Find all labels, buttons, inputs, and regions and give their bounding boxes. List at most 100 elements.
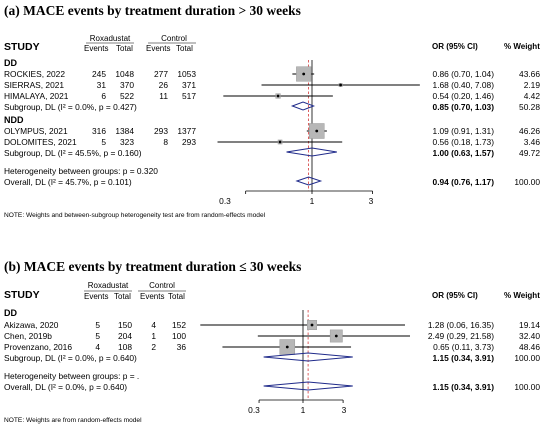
- cell: 5: [95, 320, 100, 330]
- subgroup-label: Subgroup, DL (I² = 0.0%, p = 0.640): [4, 353, 137, 363]
- point-estimate: [334, 334, 338, 338]
- cell: 108: [118, 342, 132, 352]
- point-estimate: [315, 129, 319, 133]
- weight-text: 2.19: [523, 80, 540, 90]
- point-estimate: [339, 83, 342, 87]
- or-text: 1.15 (0.34, 3.91): [432, 353, 494, 363]
- cell: 150: [118, 320, 132, 330]
- subgroup-label: Subgroup, DL (I² = 45.5%, p = 0.160): [4, 148, 142, 158]
- cell: 1377: [177, 126, 196, 136]
- cell: 31: [96, 80, 106, 90]
- cell: 6: [101, 91, 106, 101]
- panel-a-note: NOTE: Weights and between-subgroup heter…: [4, 212, 266, 219]
- panel-b-c-events-header: Events: [140, 292, 165, 301]
- panel-a-effect-header: OR (95% CI): [432, 42, 478, 51]
- x-tick-label: 0.3: [219, 196, 231, 206]
- point-estimate: [278, 140, 282, 144]
- cell: 1053: [177, 69, 196, 79]
- cell: 26: [158, 80, 168, 90]
- weight-text: 100.00: [514, 353, 540, 363]
- heterogeneity-label: Heterogeneity between groups: p = .: [4, 371, 140, 381]
- cell: 152: [172, 320, 186, 330]
- or-text: 1.28 (0.06, 16.35): [427, 320, 494, 330]
- panel-a-t-total-header: Total: [116, 44, 133, 53]
- or-text: 1.00 (0.63, 1.57): [432, 148, 494, 158]
- study-name: ROCKIES, 2022: [4, 69, 65, 79]
- panel-b-weight-header: % Weight: [504, 291, 540, 300]
- or-text: 0.94 (0.76, 1.17): [432, 177, 494, 187]
- weight-text: 49.72: [519, 148, 540, 158]
- subgroup-diamond: [290, 101, 316, 111]
- cell: 293: [182, 137, 196, 147]
- or-text: 0.86 (0.70, 1.04): [432, 69, 494, 79]
- panel-a-c-events-header: Events: [146, 44, 171, 53]
- panel-a-c-total-header: Total: [176, 44, 193, 53]
- panel-a-study-header: STUDY: [4, 41, 40, 53]
- cell: 517: [182, 91, 196, 101]
- or-text: 0.54 (0.20, 1.46): [432, 91, 494, 101]
- cell: 204: [118, 331, 132, 341]
- or-text: 1.68 (0.40, 7.08): [432, 80, 494, 90]
- panel-b-note: NOTE: Weights are from random-effects mo…: [4, 417, 142, 424]
- overall-diamond: [295, 176, 323, 186]
- cell: 1: [151, 331, 156, 341]
- cell: 5: [95, 331, 100, 341]
- x-tick-label: 1: [309, 196, 315, 206]
- panel-b-t-total-header: Total: [114, 292, 131, 301]
- or-text: 1.15 (0.34, 3.91): [432, 382, 494, 392]
- weight-text: 19.14: [519, 320, 540, 330]
- cell: 277: [154, 69, 168, 79]
- panel-a-group-dd: DD: [4, 58, 17, 68]
- panel-a-weight-header: % Weight: [504, 42, 540, 51]
- cell: 36: [176, 342, 186, 352]
- study-name: Akizawa, 2020: [4, 320, 59, 330]
- cell: 1048: [115, 69, 134, 79]
- x-tick-label: 0.3: [248, 405, 260, 415]
- panel-a-control-header: Control: [161, 34, 187, 43]
- weight-text: 50.28: [519, 102, 540, 112]
- study-name: HIMALAYA, 2021: [4, 91, 69, 101]
- weight-text: 4.42: [523, 91, 540, 101]
- cell: 371: [182, 80, 196, 90]
- panel-b-c-total-header: Total: [168, 292, 185, 301]
- overall-label: Overall, DL (I² = 45.7%, p = 0.101): [4, 177, 132, 187]
- subgroup-diamond: [263, 352, 353, 362]
- weight-text: 100.00: [514, 382, 540, 392]
- panel-b-title: (b) MACE events by treatment duration ≤ …: [4, 259, 302, 274]
- cell: 11: [159, 91, 168, 101]
- subgroup-label: Subgroup, DL (I² = 0.0%, p = 0.427): [4, 102, 137, 112]
- heterogeneity-label: Heterogeneity between groups: p = 0.320: [4, 166, 158, 176]
- point-estimate: [310, 323, 314, 327]
- cell: 316: [92, 126, 106, 136]
- x-tick-label: 3: [341, 405, 347, 415]
- overall-diamond: [263, 381, 353, 391]
- subgroup-diamond: [286, 147, 337, 157]
- or-text: 0.56 (0.18, 1.73): [432, 137, 494, 147]
- weight-text: 100.00: [514, 177, 540, 187]
- weight-text: 43.66: [519, 69, 540, 79]
- cell: 4: [95, 342, 100, 352]
- or-text: 1.09 (0.91, 1.31): [432, 126, 494, 136]
- study-name: DOLOMITES, 2021: [4, 137, 77, 147]
- panel-b-control-header: Control: [149, 281, 175, 290]
- cell: 1384: [115, 126, 134, 136]
- or-text: 0.65 (0.11, 3.73): [433, 342, 494, 352]
- cell: 522: [120, 91, 134, 101]
- point-estimate: [285, 345, 289, 349]
- or-text: 0.85 (0.70, 1.03): [432, 102, 494, 112]
- x-tick-label: 1: [300, 405, 306, 415]
- panel-b-group-dd: DD: [4, 308, 17, 318]
- cell: 5: [101, 137, 106, 147]
- cell: 370: [120, 80, 134, 90]
- study-name: Chen, 2019b: [4, 331, 52, 341]
- study-name: OLYMPUS, 2021: [4, 126, 68, 136]
- cell: 4: [151, 320, 156, 330]
- weight-text: 46.26: [519, 126, 540, 136]
- weight-text: 3.46: [523, 137, 540, 147]
- weight-text: 48.46: [519, 342, 540, 352]
- panel-b-t-events-header: Events: [84, 292, 109, 301]
- or-text: 2.49 (0.29, 21.58): [427, 331, 494, 341]
- cell: 323: [120, 137, 134, 147]
- panel-b-study-header: STUDY: [4, 289, 40, 301]
